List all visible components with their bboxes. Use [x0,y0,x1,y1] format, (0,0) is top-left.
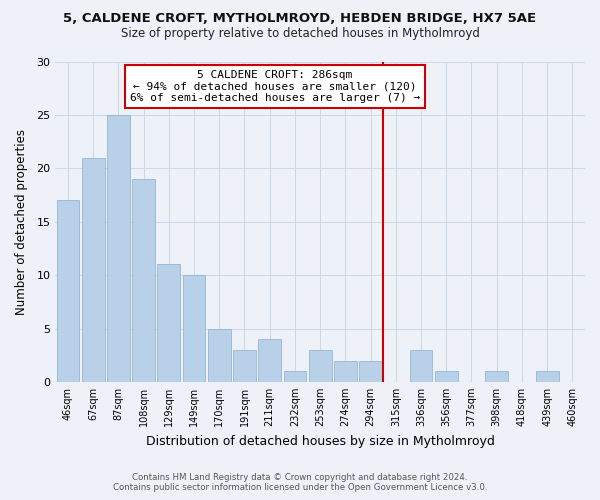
Bar [259,339,281,382]
Y-axis label: Number of detached properties: Number of detached properties [15,128,28,314]
Bar [82,158,104,382]
Text: Contains HM Land Registry data © Crown copyright and database right 2024.
Contai: Contains HM Land Registry data © Crown c… [113,473,487,492]
Bar [107,115,130,382]
Text: Size of property relative to detached houses in Mytholmroyd: Size of property relative to detached ho… [121,28,479,40]
X-axis label: Distribution of detached houses by size in Mytholmroyd: Distribution of detached houses by size … [146,434,494,448]
Bar [435,371,458,382]
Bar [233,350,256,382]
Bar [359,360,382,382]
Bar [56,200,79,382]
Bar [284,371,306,382]
Bar [334,360,357,382]
Bar [182,275,205,382]
Bar [157,264,180,382]
Bar [410,350,433,382]
Bar [536,371,559,382]
Text: 5, CALDENE CROFT, MYTHOLMROYD, HEBDEN BRIDGE, HX7 5AE: 5, CALDENE CROFT, MYTHOLMROYD, HEBDEN BR… [64,12,536,26]
Bar [309,350,332,382]
Bar [485,371,508,382]
Bar [208,328,230,382]
Text: 5 CALDENE CROFT: 286sqm
← 94% of detached houses are smaller (120)
6% of semi-de: 5 CALDENE CROFT: 286sqm ← 94% of detache… [130,70,420,103]
Bar [132,179,155,382]
